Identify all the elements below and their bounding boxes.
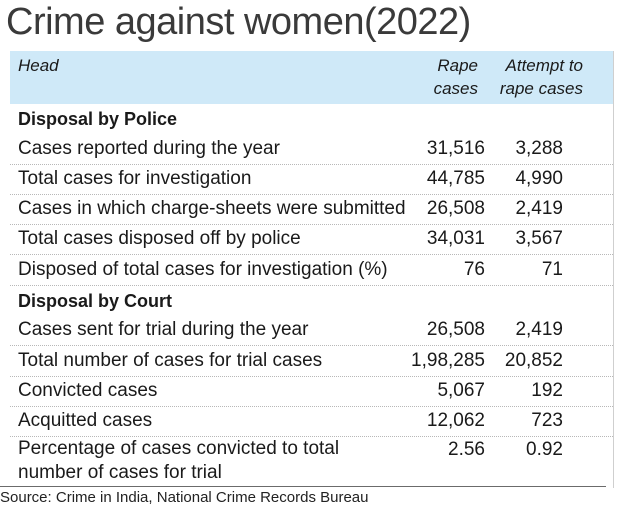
header-attempt-line1: Attempt to xyxy=(505,56,583,75)
table-row: Convicted cases 5,067 192 xyxy=(10,377,613,407)
row-attempt-value: 20,852 xyxy=(504,349,563,371)
row-rape-value: 44,785 xyxy=(426,167,485,189)
table-row: Acquitted cases 12,062 723 xyxy=(10,407,613,438)
table-body: Disposal by Police Cases reported during… xyxy=(10,104,613,487)
row-label: Disposed of total cases for investigatio… xyxy=(18,258,388,280)
row-attempt-value: 192 xyxy=(531,379,563,401)
row-attempt-value: 0.92 xyxy=(526,439,563,461)
row-label: Cases sent for trial during the year xyxy=(18,319,309,341)
header-attempt-line2: rape cases xyxy=(499,79,583,98)
row-rape-value: 31,516 xyxy=(426,137,485,159)
table-row: Cases in which charge-sheets were submit… xyxy=(10,195,613,226)
row-label: Convicted cases xyxy=(18,379,158,401)
row-attempt-value: 4,990 xyxy=(515,167,563,189)
source-note: Source: Crime in India, National Crime R… xyxy=(0,489,369,506)
section-police: Disposal by Police xyxy=(10,104,613,134)
header-attempt-cases: Attempt to rape cases xyxy=(500,54,583,100)
row-attempt-value: 2,419 xyxy=(515,319,563,341)
row-attempt-value: 3,288 xyxy=(515,137,563,159)
header-rape-line1: Rape xyxy=(437,56,478,75)
row-label: Acquitted cases xyxy=(18,410,153,432)
table-row: Percentage of cases convicted to total n… xyxy=(10,437,613,487)
table-row: Disposed of total cases for investigatio… xyxy=(10,255,613,286)
row-rape-value: 34,031 xyxy=(426,228,485,250)
section-label: Disposal by Court xyxy=(18,291,173,312)
table-row: Total cases disposed off by police 34,03… xyxy=(10,225,613,256)
header-rape-cases: Rape cases xyxy=(434,54,478,100)
section-court: Disposal by Court xyxy=(10,286,613,316)
row-attempt-value: 2,419 xyxy=(515,198,563,220)
table-row: Total cases for investigation 44,785 4,9… xyxy=(10,165,613,195)
row-attempt-value: 71 xyxy=(541,258,563,280)
row-label: Percentage of cases convicted to total n… xyxy=(18,438,340,484)
table-row: Cases sent for trial during the year 26,… xyxy=(10,316,613,347)
row-rape-value: 26,508 xyxy=(426,198,485,220)
row-label: Total cases for investigation xyxy=(18,167,252,189)
row-rape-value: 76 xyxy=(463,258,485,280)
row-rape-value: 12,062 xyxy=(426,410,485,432)
table-row: Cases reported during the year 31,516 3,… xyxy=(10,134,613,165)
table-row: Total number of cases for trial cases 1,… xyxy=(10,346,613,377)
row-rape-value: 1,98,285 xyxy=(411,349,485,371)
table-header: Head Rape cases Attempt to rape cases xyxy=(10,51,613,104)
row-rape-value: 5,067 xyxy=(437,379,485,401)
row-label: Total number of cases for trial cases xyxy=(18,349,323,371)
row-label: Total cases disposed off by police xyxy=(18,228,301,250)
row-attempt-value: 3,567 xyxy=(515,228,563,250)
row-label: Cases reported during the year xyxy=(18,137,280,159)
crime-table: Head Rape cases Attempt to rape cases Di… xyxy=(10,51,614,488)
page-title: Crime against women(2022) xyxy=(6,1,471,43)
row-attempt-value: 723 xyxy=(531,410,563,432)
row-rape-value: 2.56 xyxy=(448,439,485,461)
header-rape-line2: cases xyxy=(433,79,478,98)
row-label: Cases in which charge-sheets were submit… xyxy=(18,198,406,220)
header-head: Head xyxy=(18,56,59,75)
section-label: Disposal by Police xyxy=(18,109,178,130)
row-rape-value: 26,508 xyxy=(426,319,485,341)
footer-divider xyxy=(0,486,606,487)
